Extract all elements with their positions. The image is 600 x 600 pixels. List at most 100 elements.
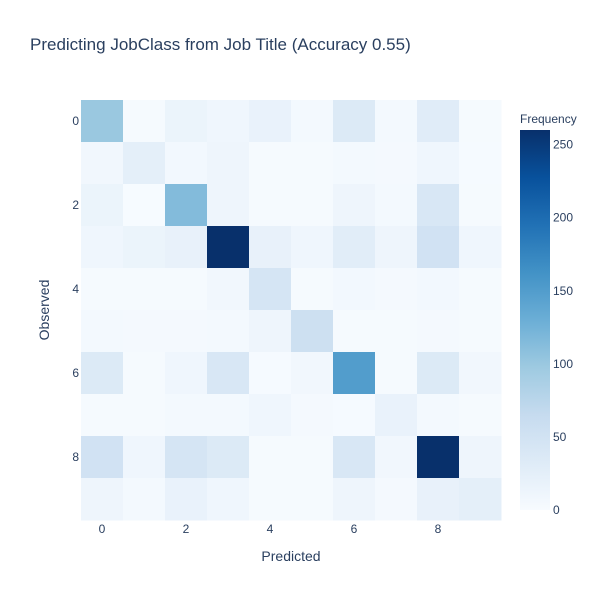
heatmap-cell [375,184,418,227]
heatmap-cell [249,184,292,227]
heatmap-cell [249,226,292,269]
heatmap-cell [375,100,418,143]
heatmap-cell [291,478,334,521]
heatmap-cell [459,310,502,353]
heatmap-cell [291,100,334,143]
heatmap-cell [249,394,292,437]
heatmap-cell [459,478,502,521]
heatmap-cell [165,100,208,143]
heatmap-cell [375,226,418,269]
heatmap-cell [333,100,376,143]
heatmap-cell [417,184,460,227]
y-tick-label: 0 [72,114,79,128]
heatmap-cell [207,310,250,353]
heatmap-cell [333,394,376,437]
heatmap-cell [165,436,208,479]
heatmap-cell [81,394,124,437]
heatmap-cell [459,268,502,311]
heatmap-cell [81,226,124,269]
colorbar-tick-label: 100 [553,357,573,371]
heatmap-cell [249,478,292,521]
heatmap-cell [333,142,376,185]
colorbar-tick-label: 50 [553,430,567,444]
y-tick-label: 8 [72,450,79,464]
heatmap-cell [165,268,208,311]
heatmap-cell [291,268,334,311]
heatmap-cell [207,142,250,185]
heatmap-cell [207,100,250,143]
heatmap-cell [291,436,334,479]
y-axis-ticks: 0 2 4 6 8 [72,114,79,464]
heatmap-cell [333,436,376,479]
heatmap-cell [459,394,502,437]
heatmap-cell [459,142,502,185]
x-axis-title: Predicted [261,548,320,564]
heatmap-cell [291,142,334,185]
colorbar-tick-label: 250 [553,138,573,152]
colorbar-ticks: 0 50 100 150 200 250 [553,138,573,517]
heatmap-cell [291,394,334,437]
heatmap-cell [81,142,124,185]
y-tick-label: 6 [72,366,79,380]
heatmap-cell [81,268,124,311]
heatmap-cell [165,352,208,395]
heatmap-cell [459,226,502,269]
heatmap-cell [291,184,334,227]
heatmap-cell [459,184,502,227]
heatmap-cell [81,352,124,395]
heatmap-cell [333,268,376,311]
heatmap-cell [291,226,334,269]
heatmap-cell [207,436,250,479]
heatmap-cell [417,268,460,311]
colorbar-tick-label: 200 [553,211,573,225]
heatmap-cell [375,478,418,521]
chart-title: Predicting JobClass from Job Title (Accu… [30,35,411,54]
heatmap-cell [333,352,376,395]
heatmap-cell [123,394,166,437]
heatmap-cell [249,142,292,185]
heatmap-cell [207,226,250,269]
heatmap-cell [81,436,124,479]
heatmap-cell [417,478,460,521]
heatmap-cell [333,478,376,521]
heatmap-cell [333,184,376,227]
heatmap-cell [249,100,292,143]
heatmap-cell [123,226,166,269]
heatmap-cell [123,142,166,185]
heatmap-cells [81,100,502,521]
heatmap-cell [123,352,166,395]
colorbar [520,130,550,510]
x-tick-label: 0 [99,522,106,536]
heatmap-cell [249,436,292,479]
colorbar-tick-label: 150 [553,284,573,298]
heatmap-cell [81,310,124,353]
x-tick-label: 6 [351,522,358,536]
heatmap-cell [207,352,250,395]
heatmap-cell [291,352,334,395]
x-axis-ticks: 0 2 4 6 8 [99,522,442,536]
heatmap-cell [81,184,124,227]
heatmap-cell [123,436,166,479]
heatmap-cell [333,226,376,269]
heatmap-cell [207,184,250,227]
heatmap-cell [375,436,418,479]
heatmap-cell [375,394,418,437]
heatmap-cell [417,436,460,479]
heatmap-cell [417,310,460,353]
heatmap-cell [459,100,502,143]
heatmap-cell [207,394,250,437]
heatmap-cell [249,352,292,395]
x-tick-label: 2 [183,522,190,536]
heatmap-cell [165,142,208,185]
heatmap-cell [291,310,334,353]
heatmap-cell [417,352,460,395]
heatmap-cell [123,478,166,521]
heatmap-cell [207,478,250,521]
heatmap-cell [375,310,418,353]
heatmap-cell [81,478,124,521]
heatmap-cell [165,310,208,353]
heatmap-cell [417,394,460,437]
x-tick-label: 8 [435,522,442,536]
y-tick-label: 4 [72,282,79,296]
heatmap-cell [375,142,418,185]
